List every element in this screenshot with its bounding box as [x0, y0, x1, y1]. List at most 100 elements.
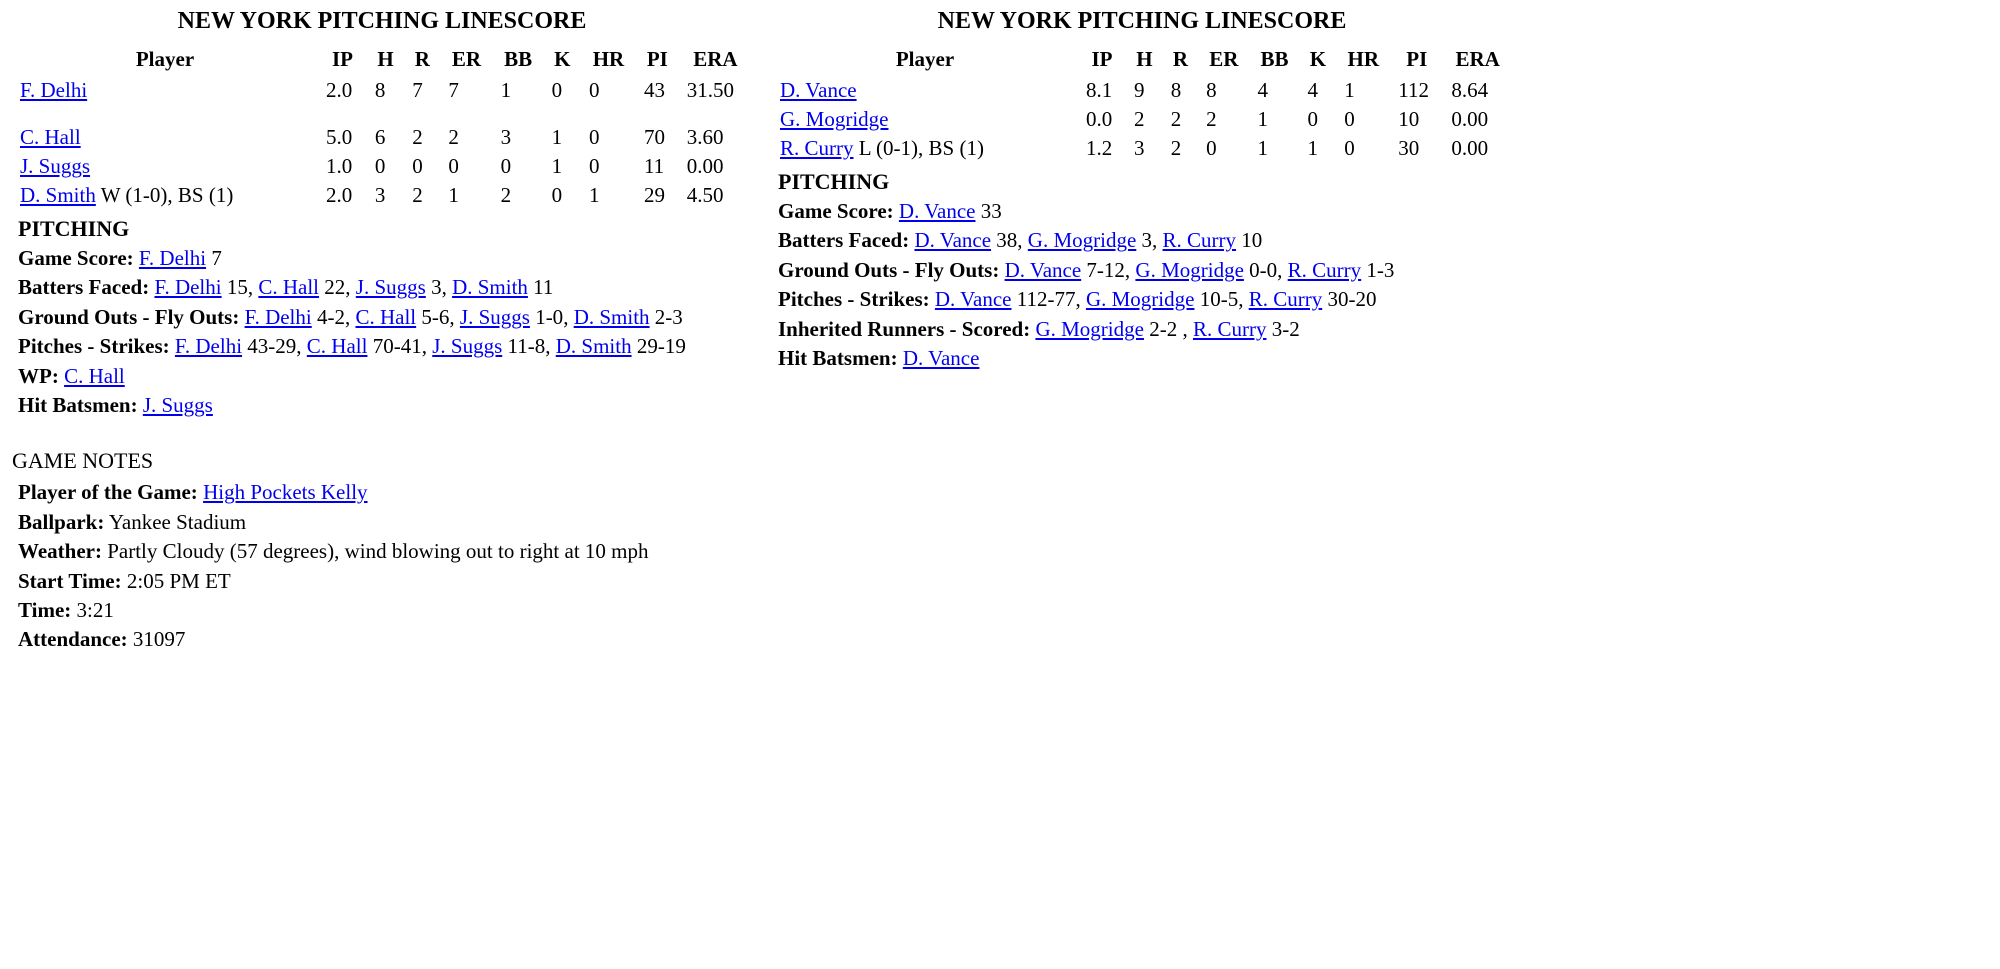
- note-batters-faced: Batters Faced: F. Delhi 15, C. Hall 22, …: [18, 273, 752, 302]
- table-row: D. Vance8.19884411128.64: [772, 76, 1512, 105]
- stat-h: 6: [367, 123, 404, 152]
- stat-value: 43-29: [242, 334, 296, 358]
- stat-bb: 1: [493, 76, 544, 105]
- player-link[interactable]: J. Suggs: [460, 305, 530, 329]
- player-link[interactable]: D. Vance: [899, 199, 976, 223]
- col-hr: HR: [581, 43, 636, 76]
- col-ip: IP: [1078, 43, 1126, 76]
- note-game-score: Game Score: F. Delhi 7: [18, 244, 752, 273]
- player-link[interactable]: F. Delhi: [20, 78, 87, 102]
- player-link[interactable]: D. Vance: [914, 228, 991, 252]
- stat-era: 8.64: [1443, 76, 1512, 105]
- stat-bb: 1: [1250, 134, 1300, 163]
- note-hit-batsmen: Hit Batsmen: J. Suggs: [18, 391, 752, 420]
- col-er: ER: [440, 43, 492, 76]
- player-link[interactable]: R. Curry: [780, 136, 854, 160]
- player-link[interactable]: G. Mogridge: [780, 107, 889, 131]
- player-link[interactable]: D. Vance: [1005, 258, 1082, 282]
- stat-value: 2-2: [1144, 317, 1183, 341]
- game-notes-block: Player of the Game: High Pockets Kelly B…: [18, 478, 752, 654]
- inherited-label: Inherited Runners - Scored:: [778, 317, 1030, 341]
- right-column: NEW YORK PITCHING LINESCORE Player IP H …: [772, 8, 1512, 373]
- player-link[interactable]: C. Hall: [20, 125, 81, 149]
- player-note: L (0-1), BS (1): [854, 136, 984, 160]
- player-link[interactable]: C. Hall: [258, 275, 319, 299]
- ballpark-value: Yankee Stadium: [104, 510, 246, 534]
- player-link[interactable]: J. Suggs: [432, 334, 502, 358]
- potg-link[interactable]: High Pockets Kelly: [203, 480, 367, 504]
- time-value: 3:21: [71, 598, 114, 622]
- left-column: NEW YORK PITCHING LINESCORE Player IP H …: [12, 8, 752, 655]
- stat-ip: 0.0: [1078, 105, 1126, 134]
- player-link[interactable]: F. Delhi: [154, 275, 221, 299]
- player-link[interactable]: D. Vance: [935, 287, 1012, 311]
- right-linescore-table: Player IP H R ER BB K HR PI ERA D. Vance…: [772, 43, 1512, 163]
- player-link[interactable]: G. Mogridge: [1086, 287, 1195, 311]
- stat-k: 0: [544, 181, 581, 210]
- player-link[interactable]: R. Curry: [1288, 258, 1362, 282]
- stat-value: 11: [528, 275, 553, 299]
- player-link[interactable]: R. Curry: [1163, 228, 1237, 252]
- player-link[interactable]: R. Curry: [1193, 317, 1267, 341]
- stat-k: 0: [1300, 105, 1337, 134]
- stat-value: 3: [1136, 228, 1152, 252]
- player-link[interactable]: D. Smith: [556, 334, 632, 358]
- note-pitches-strikes: Pitches - Strikes: D. Vance 112-77, G. M…: [778, 285, 1512, 314]
- player-link[interactable]: R. Curry: [1249, 287, 1323, 311]
- player-link[interactable]: C. Hall: [64, 364, 125, 388]
- pitching-label: PITCHING: [18, 216, 752, 242]
- player-link[interactable]: D. Smith: [574, 305, 650, 329]
- weather-label: Weather:: [18, 539, 102, 563]
- wp-label: WP:: [18, 364, 59, 388]
- batters-faced-label: Batters Faced:: [778, 228, 909, 252]
- player-link[interactable]: D. Vance: [903, 346, 980, 370]
- stat-r: 2: [404, 123, 440, 152]
- player-link[interactable]: G. Mogridge: [1028, 228, 1137, 252]
- note-ground-fly: Ground Outs - Fly Outs: F. Delhi 4-2, C.…: [18, 303, 752, 332]
- col-hr: HR: [1336, 43, 1390, 76]
- stat-era: 0.00: [679, 152, 752, 181]
- stat-value: 70-41: [367, 334, 421, 358]
- stat-pi: 10: [1390, 105, 1443, 134]
- stat-value: 29-19: [632, 334, 686, 358]
- stat-ip: 2.0: [318, 181, 367, 210]
- player-link[interactable]: G. Mogridge: [1135, 258, 1244, 282]
- player-link[interactable]: C. Hall: [355, 305, 416, 329]
- stat-er: 7: [440, 76, 492, 105]
- player-link[interactable]: D. Smith: [20, 183, 96, 207]
- stat-era: 31.50: [679, 76, 752, 105]
- player-link[interactable]: D. Vance: [780, 78, 857, 102]
- player-link[interactable]: F. Delhi: [175, 334, 242, 358]
- stat-r: 7: [404, 76, 440, 105]
- start-time-label: Start Time:: [18, 569, 122, 593]
- col-era: ERA: [1443, 43, 1512, 76]
- stat-k: 1: [544, 152, 581, 181]
- stat-h: 8: [367, 76, 404, 105]
- stat-value: 10-5: [1194, 287, 1238, 311]
- stat-h: 3: [367, 181, 404, 210]
- note-game-score: Game Score: D. Vance 33: [778, 197, 1512, 226]
- player-link[interactable]: F. Delhi: [139, 246, 206, 270]
- note-ground-fly: Ground Outs - Fly Outs: D. Vance 7-12, G…: [778, 256, 1512, 285]
- player-link[interactable]: F. Delhi: [245, 305, 312, 329]
- stat-pi: 70: [636, 123, 679, 152]
- stat-hr: 0: [581, 123, 636, 152]
- player-link[interactable]: G. Mogridge: [1035, 317, 1144, 341]
- player-link[interactable]: C. Hall: [307, 334, 368, 358]
- player-link[interactable]: J. Suggs: [143, 393, 213, 417]
- columns-wrap: NEW YORK PITCHING LINESCORE Player IP H …: [12, 8, 1988, 655]
- stat-ip: 8.1: [1078, 76, 1126, 105]
- stat-bb: 0: [493, 152, 544, 181]
- player-cell: G. Mogridge: [772, 105, 1078, 134]
- pitching-label: PITCHING: [778, 169, 1512, 195]
- player-link[interactable]: J. Suggs: [20, 154, 90, 178]
- player-cell: R. Curry L (0-1), BS (1): [772, 134, 1078, 163]
- stat-h: 3: [1126, 134, 1163, 163]
- stat-er: 2: [1198, 105, 1249, 134]
- player-link[interactable]: D. Smith: [452, 275, 528, 299]
- table-row: D. Smith W (1-0), BS (1)2.0321201294.50: [12, 181, 752, 210]
- player-link[interactable]: J. Suggs: [356, 275, 426, 299]
- stat-hr: 1: [581, 181, 636, 210]
- table-header-row: Player IP H R ER BB K HR PI ERA: [772, 43, 1512, 76]
- stat-er: 0: [440, 152, 492, 181]
